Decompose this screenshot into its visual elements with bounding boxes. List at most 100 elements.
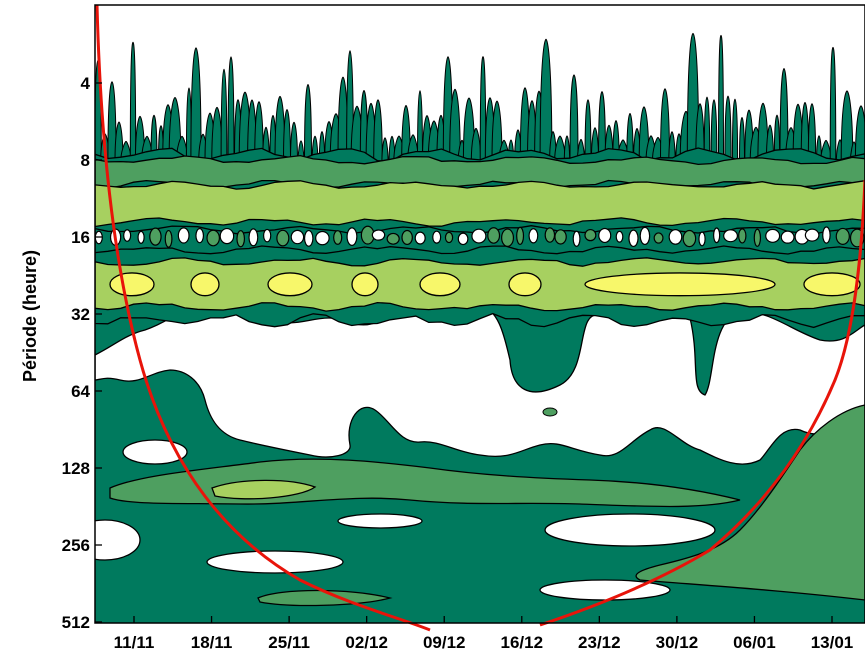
cell-16h [444,231,454,244]
cell-16h [401,229,413,246]
x-tick-label: 30/12 [656,633,699,652]
y-tick-label: 4 [81,74,91,93]
x-tick-label: 18/11 [191,633,233,652]
cell-16h [219,227,235,245]
x-tick-label: 25/11 [268,633,310,652]
y-tick-label: 16 [71,228,90,247]
y-axis-label: Période (heure) [20,250,40,382]
cell-16h [628,229,639,248]
spike-4h [584,99,592,163]
y-tick-label: 8 [81,151,90,170]
cell-16h [780,230,795,244]
spike-4h [724,95,732,163]
cell-16h [276,229,290,247]
cell-16h [206,229,220,247]
cell-16h [804,228,820,242]
cell-16h [290,229,305,245]
x-tick-label: 06/01 [733,633,776,652]
spike-4h [303,83,313,163]
white-island-6 [95,519,141,561]
x-axis: 11/11 18/11 25/11 02/12 09/12 16/12 23/12 30/12… [114,616,854,652]
cell-16h [501,228,515,247]
spike-4h [807,103,817,163]
spike-4h [491,100,503,163]
x-tick-label: 16/12 [501,633,544,652]
cell-16h [164,229,173,248]
spike-4h [569,74,579,163]
spike-4h [539,38,553,163]
x-tick-label: 11/11 [114,633,155,652]
spike-4h [416,90,424,163]
spike-4h [829,46,837,163]
y-tick-label: 128 [62,459,90,478]
spike-4h [220,68,228,163]
cell-16h [149,227,162,246]
spike-4h [626,112,634,163]
y-tick-label: 64 [71,382,90,401]
green-patch-450h [257,589,391,607]
cell-16h [713,227,721,244]
spike-4h [282,109,292,163]
green-dot [542,407,558,417]
maximum-24h [419,272,461,297]
band-P11 [95,180,865,228]
maximum-24h [508,272,542,297]
spike-4h [227,56,235,163]
cell-16h [835,227,850,245]
cell-16h [248,228,259,247]
spike-4h [381,137,389,163]
spike-4h [840,90,854,163]
cell-16h [386,232,400,245]
cell-16h [765,228,781,243]
cone-of-influence [95,4,865,632]
cell-16h [177,227,190,244]
maximum-24h [803,272,861,297]
cell-16h [584,228,597,242]
cell-16h [137,230,145,244]
white-island-2 [337,513,423,529]
spike-4h [129,41,137,163]
spike-4h [190,47,202,163]
y-tick-label: 256 [62,536,90,555]
cell-16h [195,228,205,244]
y-tick-label: 512 [62,613,90,632]
x-tick-label: 23/12 [578,633,621,652]
cell-16h [333,230,343,245]
cell-16h [315,230,330,246]
white-island-4 [206,550,344,574]
cell-16h [371,229,386,241]
cell-16h [615,230,624,243]
maximum-24h [190,272,220,297]
spike-4h [401,104,411,163]
cell-16h [414,231,426,245]
spike-4h [731,98,739,163]
cell-16h [346,227,358,247]
short-period-spikes [95,5,865,163]
spike-4h [703,96,711,163]
x-tick-label: 13/01 [811,633,854,652]
cell-16h [598,227,612,244]
spike-4h [686,32,700,163]
maximum-24h [109,272,155,297]
cell-16h [698,231,706,247]
spike-4h [717,34,725,163]
band-P24 [95,257,865,312]
spike-4h [597,91,607,163]
x-tick-label: 02/12 [345,633,388,652]
spike-4h [479,56,487,163]
maximum-24h [351,272,379,297]
cell-16h [753,228,762,247]
spike-4h [779,67,789,163]
spike-4h [373,99,383,163]
spike-4h [738,116,746,163]
spike-4h [668,131,676,163]
cell-16h [554,229,567,245]
y-tick-label: 32 [71,305,90,324]
cell-16h [432,230,442,244]
cell-16h [487,227,501,244]
white-island-3 [544,513,716,547]
maximum-24h [267,272,313,297]
spike-4h [449,88,461,163]
cell-16h [653,232,664,244]
